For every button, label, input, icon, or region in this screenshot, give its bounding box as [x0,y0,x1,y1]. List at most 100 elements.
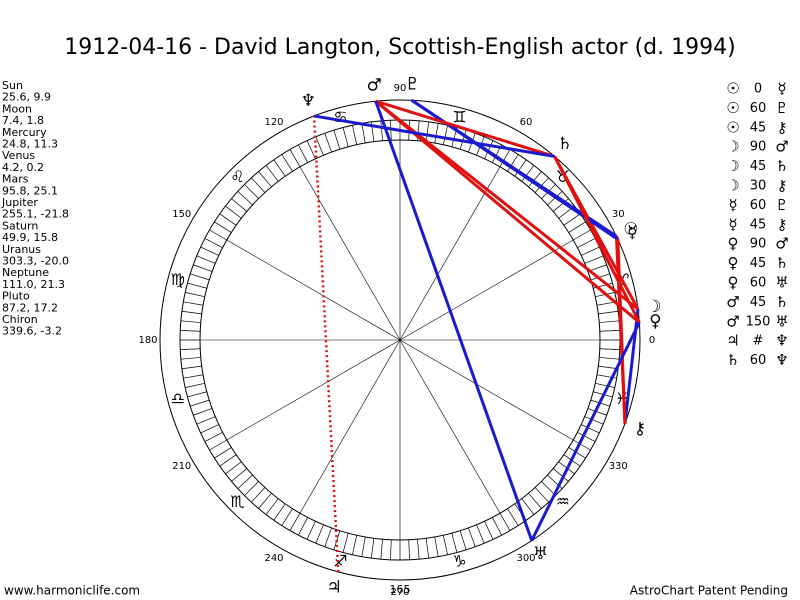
ring-tick [521,165,535,182]
ring-tick [390,539,392,560]
zodiac-sign: ♑ [452,552,466,571]
planet-name: Chiron [2,313,38,326]
aspect-angle: 60 [750,198,767,213]
spoke [399,239,574,341]
ring-tick [499,513,511,531]
aspect-planet: ♄ [775,293,788,311]
aspect-planet: ♆ [775,332,788,350]
aspect-planet: ☽ [726,138,739,156]
ring-tick [573,229,591,241]
ring-tick [499,149,511,167]
aspect-angle: 45 [750,295,767,310]
ring-tick [425,538,430,559]
ring-tick [352,125,358,145]
aspect-planet: ♄ [726,351,739,369]
ring-tick [209,439,227,451]
ring-tick [598,365,619,370]
planet-name: Venus [2,149,35,162]
planet-glyph: ☿ [627,223,637,243]
degree-label: 180 [138,335,157,346]
planet-coords: 87.2, 17.2 [2,301,58,314]
ring-tick [298,517,308,536]
planet-name: Mars [2,173,29,186]
aspect-planet: ☽ [726,177,739,195]
zodiac-sign: ♓ [615,389,629,408]
ring-tick [200,424,219,434]
ring-tick [595,382,615,388]
ring-tick [251,487,266,503]
aspect-angle: 30 [750,179,767,194]
planet-name: Saturn [2,219,38,232]
ring-tick [584,255,604,264]
zodiac-ring [180,120,620,560]
aspect-line [374,100,639,311]
aspect-planet: ♂ [775,235,788,253]
ring-tick [333,130,341,150]
ring-tick [244,481,259,496]
planet-glyph: ♆ [301,91,316,111]
aspect-angle: 150 [746,314,771,329]
aspect-planet: ☿ [728,196,737,214]
planet-glyph: ☉ [623,219,638,239]
ring-tick [289,513,301,531]
chart-title: 1912-04-16 - David Langton, Scottish-Eng… [64,35,735,60]
ring-tick [541,481,556,496]
zodiac-sign: ♒ [555,492,569,511]
ring-tick [306,521,316,540]
aspect-planet: ♀ [728,274,739,292]
planet-name: Sun [2,79,23,92]
ring-tick [434,536,439,557]
planet-coords: 7.4, 1.8 [2,114,44,127]
ring-tick [361,536,366,557]
ring-tick [187,282,207,289]
ring-tick [204,432,223,442]
degree-label: 300 [516,553,535,564]
aspect-angle: 45 [750,217,767,232]
degree-label: 120 [264,117,283,128]
planet-name: Moon [2,102,32,115]
planet-glyph: ♄ [557,134,572,154]
ring-tick [183,374,204,379]
ring-tick [265,498,279,515]
ring-tick [468,527,476,547]
ring-tick [196,255,216,264]
ring-tick [193,264,213,272]
degree-label: 150 [172,209,191,220]
planet-coords: 4.2, 0.2 [2,161,44,174]
ring-tick [231,198,248,212]
planet-coords: 255.1, -21.8 [2,208,69,221]
aspect-angle: 90 [750,140,767,155]
ring-tick [507,508,519,526]
ring-tick [408,539,410,560]
ring-tick [434,123,439,144]
aspect-planet: ⚷ [777,215,788,233]
spoke [399,339,574,441]
ring-tick [521,498,535,515]
ring-tick [315,136,324,156]
aspect-planet: ☽ [726,157,739,175]
degree-label: 60 [520,117,533,128]
ring-tick [370,538,375,559]
ring-tick [342,533,349,553]
aspect-angle: 60 [750,353,767,368]
ring-tick [190,273,210,281]
outer-circle [159,99,641,581]
ring-tick [324,133,332,153]
aspect-planet: ♃ [726,332,739,350]
zodiac-sign: ♐ [333,552,347,571]
ring-tick [599,357,620,360]
aspect-planet: ♀ [728,235,739,253]
ring-tick [237,474,253,489]
ring-tick [492,517,502,536]
ring-tick [258,171,272,188]
planet-coords: 339.6, -3.2 [2,325,62,338]
ring-tick [417,539,420,560]
spoke [299,339,401,514]
ring-tick [180,320,201,323]
aspect-line [374,100,641,324]
ring-tick [459,530,467,550]
aspect-line [530,321,641,542]
ring-tick [225,461,242,475]
degree-label: 330 [609,461,628,472]
